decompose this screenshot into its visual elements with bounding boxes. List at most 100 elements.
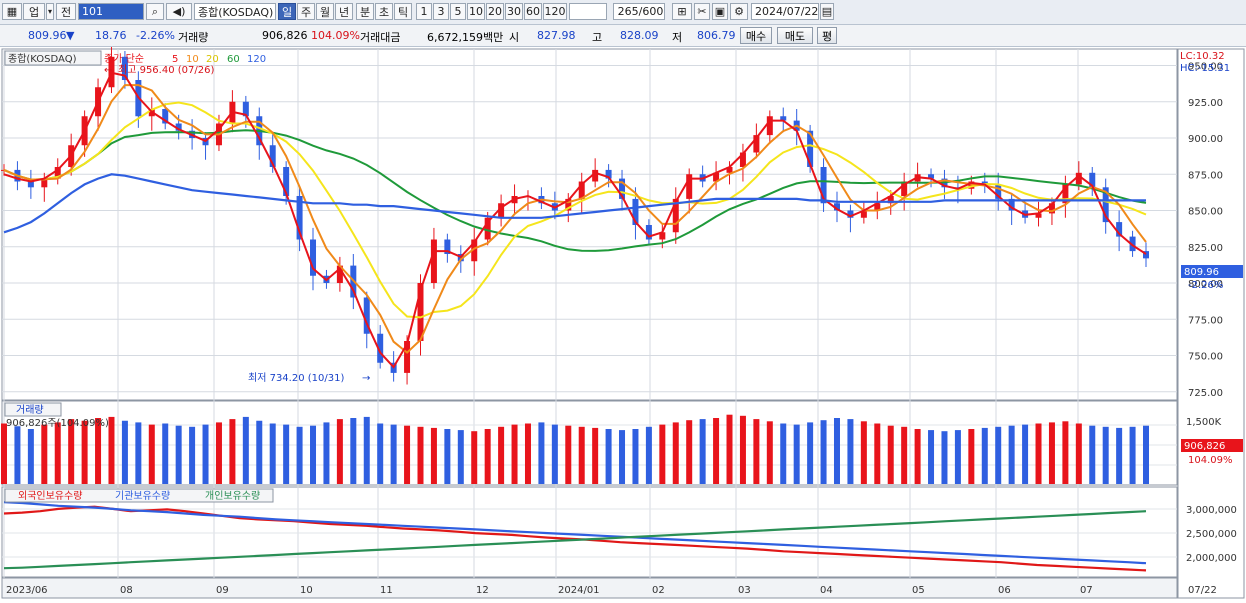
chart-type-icon[interactable]: ▦ [2,3,22,20]
candle-body [860,210,867,218]
market-dropdown-icon[interactable]: ▾ [46,3,54,20]
period-tick[interactable]: 틱 [394,3,412,20]
candle-body [471,239,478,262]
volume-bar [363,416,370,484]
volume-bar [27,429,34,484]
volume-label: 거래량 [178,31,209,44]
ma20-legend: 20 [206,54,219,65]
date-field[interactable]: 2024/07/22 [751,3,819,20]
period-month[interactable]: 월 [316,3,334,20]
interval-120[interactable]: 120 [543,3,567,20]
volume-bar [256,420,263,484]
candle-body [54,167,61,179]
period-year[interactable]: 년 [335,3,353,20]
period-day[interactable]: 일 [278,3,296,20]
search-icon[interactable]: ⌕ [146,3,164,20]
holdings-panel-frame [1,486,1178,578]
institution-legend: 기관보유수량 [115,490,170,502]
candle-body [833,203,840,211]
volume-value: 906,826 [262,29,308,42]
interval-5[interactable]: 5 [450,3,466,20]
volume-bar [928,430,935,484]
candle-body [1089,172,1096,188]
candle-body [404,341,411,373]
code-input[interactable]: 101 [78,3,144,20]
volume-bar [565,425,572,484]
interval-1[interactable]: 1 [416,3,432,20]
ma10-line [3,84,1147,354]
volume-panel-value: 906,826주(104.09%) [6,418,109,429]
candle-body [565,198,572,211]
change-percent: -2.26% [136,29,175,42]
candle-body [995,184,1002,199]
interval-20[interactable]: 20 [486,3,504,20]
buy-button[interactable]: 매수 [740,27,772,44]
candle-body [41,178,48,188]
volume-bar [632,429,639,484]
volume-bar [242,416,249,484]
volume-bar [511,424,518,484]
price-tick-label: 725.00 [1188,388,1223,399]
candle-body [645,225,652,240]
volume-bar [1089,425,1096,484]
volume-bar [713,418,720,484]
period-minute[interactable]: 분 [356,3,374,20]
candle-body [968,181,975,189]
volume-bar [390,424,397,484]
eval-button[interactable]: 평 [817,27,837,44]
gear-icon[interactable]: ⚙ [730,3,748,20]
volume-bar [108,416,115,484]
volume-bar [619,430,626,484]
speaker-icon[interactable]: ◀) [166,3,192,20]
volume-bar [68,419,75,484]
save-icon[interactable]: ▣ [712,3,728,20]
candle-body [739,152,746,167]
interval-60[interactable]: 60 [524,3,542,20]
chart-area[interactable]: 950.00 925.00 900.00 875.00 850.00 825.00 800.… [0,45,1246,600]
candle-body [578,181,585,199]
high-marker: 최고 956.40 (07/26) [118,64,214,76]
x-tick-label: 03 [738,585,751,596]
chart-settings-icon[interactable]: ⊞ [672,3,692,20]
x-tick-label: 11 [380,585,393,596]
market-select[interactable]: 업 [23,3,45,20]
ma-legend-prefix: 종가 단순 [104,53,144,65]
interval-30[interactable]: 30 [505,3,523,20]
current-price-box [1181,265,1243,278]
volume-panel-title: 거래량 [16,404,44,416]
volume-bar [175,425,182,484]
period-second[interactable]: 초 [375,3,393,20]
ma5-legend: 5 [172,54,178,65]
interval-3[interactable]: 3 [433,3,449,20]
volume-bar [14,426,21,484]
candle-body [336,265,343,283]
x-tick-label: 07 [1080,585,1093,596]
ma20-line [3,101,1147,319]
candle-body [498,203,505,218]
ma5-line [3,71,1147,369]
stock-chart-svg[interactable]: 950.00 925.00 900.00 875.00 850.00 825.00 800.… [0,45,1246,600]
prev-button[interactable]: 전 [56,3,76,20]
price-panel-title: 종합(KOSDAQ) [8,53,77,65]
volume-bar [968,429,975,484]
sell-button[interactable]: 매도 [777,27,813,44]
calendar-icon[interactable]: ▤ [820,3,834,20]
count-field[interactable]: 265/600 [613,3,665,20]
scissors-icon[interactable]: ✂ [694,3,710,20]
candle-body [444,239,451,254]
interval-custom-input[interactable] [569,3,607,20]
candle-body [1062,184,1069,204]
volume-bar [914,429,921,484]
interval-10[interactable]: 10 [467,3,485,20]
period-week[interactable]: 주 [297,3,315,20]
candle-body [713,172,720,182]
open-value: 827.98 [537,29,576,42]
candle-body [430,239,437,283]
volume-bar [847,419,854,484]
volume-bar [430,427,437,484]
candle-body [484,217,491,240]
price-tick-label: 900.00 [1188,134,1223,145]
change-amount: 18.76 [95,29,127,42]
candle-body [283,167,290,196]
volume-bar [807,422,814,484]
